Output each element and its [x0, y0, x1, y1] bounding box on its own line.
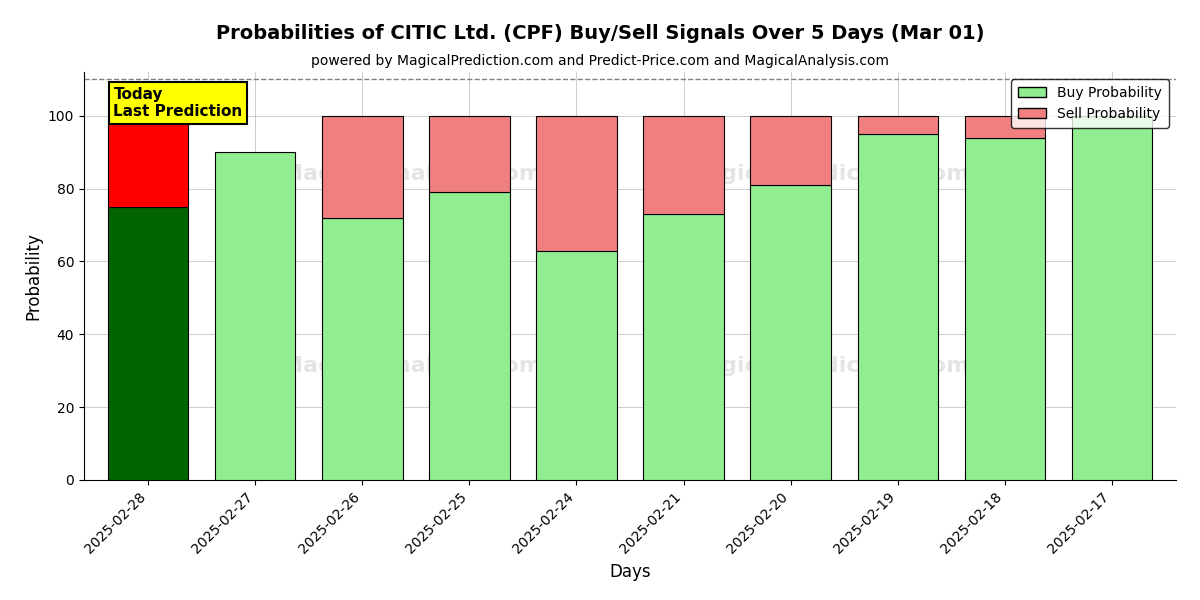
Bar	[430, 192, 510, 480]
Text: Today
Last Prediction: Today Last Prediction	[114, 86, 242, 119]
Bar	[108, 116, 188, 207]
Bar	[750, 116, 830, 185]
Bar	[323, 116, 402, 218]
X-axis label: Days: Days	[610, 563, 650, 581]
Bar	[643, 116, 724, 214]
Bar	[108, 207, 188, 480]
Bar	[858, 134, 937, 480]
Bar	[430, 116, 510, 192]
Bar	[536, 251, 617, 480]
Bar	[858, 116, 937, 134]
Text: MagicalAnalysis.com: MagicalAnalysis.com	[281, 356, 542, 376]
Text: powered by MagicalPrediction.com and Predict-Price.com and MagicalAnalysis.com: powered by MagicalPrediction.com and Pre…	[311, 54, 889, 68]
Bar	[750, 185, 830, 480]
Legend: Buy Probability, Sell Probability: Buy Probability, Sell Probability	[1012, 79, 1169, 128]
Bar	[323, 218, 402, 480]
Bar	[215, 152, 295, 480]
Bar	[536, 116, 617, 251]
Bar	[643, 214, 724, 480]
Bar	[1072, 116, 1152, 480]
Text: MagicalPrediction.com: MagicalPrediction.com	[684, 164, 970, 184]
Text: MagicalAnalysis.com: MagicalAnalysis.com	[281, 164, 542, 184]
Bar	[965, 137, 1045, 480]
Text: MagicalPrediction.com: MagicalPrediction.com	[684, 356, 970, 376]
Y-axis label: Probability: Probability	[24, 232, 42, 320]
Text: Probabilities of CITIC Ltd. (CPF) Buy/Sell Signals Over 5 Days (Mar 01): Probabilities of CITIC Ltd. (CPF) Buy/Se…	[216, 24, 984, 43]
Bar	[965, 116, 1045, 137]
